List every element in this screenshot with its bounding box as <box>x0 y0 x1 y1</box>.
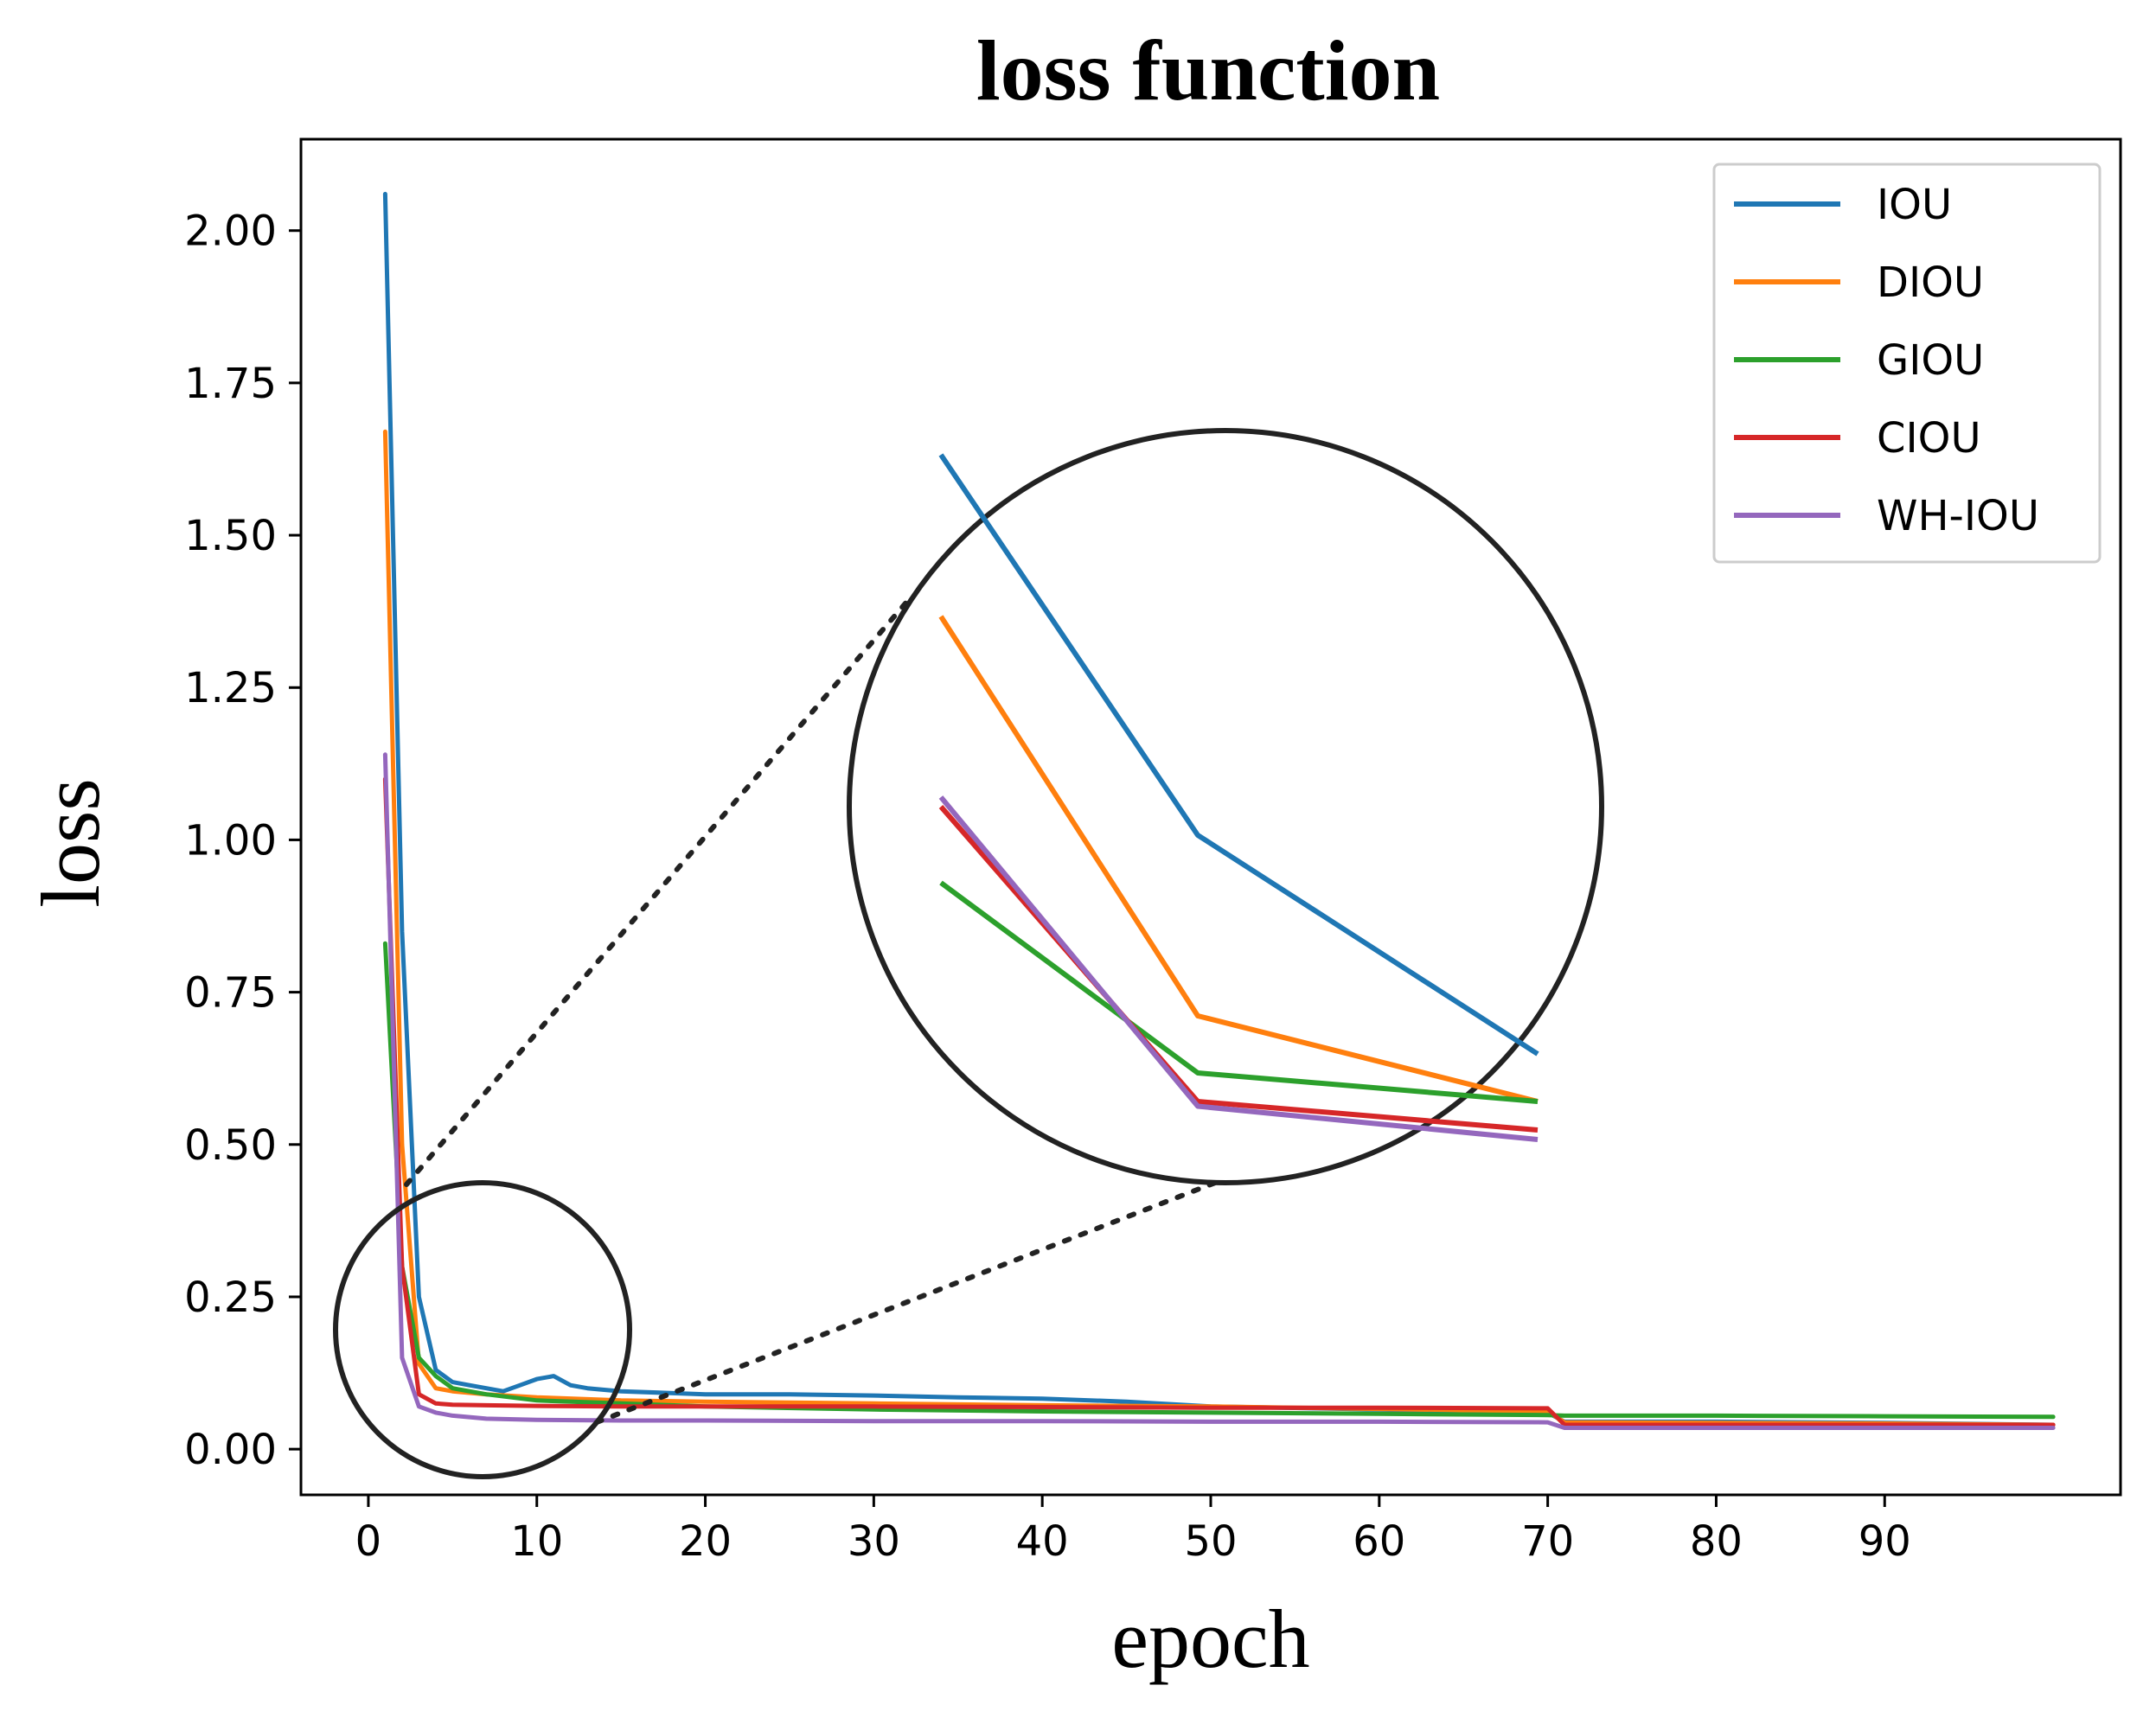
y-tick-label: 2.00 <box>184 207 277 256</box>
series-line-diou <box>382 429 2056 1427</box>
y-tick-label: 0.50 <box>184 1121 277 1170</box>
x-tick-label: 90 <box>1859 1517 1911 1566</box>
series-lines <box>382 191 2056 1430</box>
legend-box <box>1712 163 2102 564</box>
x-tick-label: 80 <box>1690 1517 1743 1566</box>
inset-line-wh-iou <box>938 795 1539 1142</box>
series-line-wh-iou <box>382 752 2056 1430</box>
y-axis-ticks: 0.00 0.25 0.50 0.75 1.00 1.25 1.50 1.75 2.00 <box>184 207 301 1474</box>
zoom-connector-bottom <box>594 1180 1218 1425</box>
x-tick-label: 0 <box>355 1517 382 1566</box>
legend-label: CIOU <box>1877 414 1981 463</box>
y-tick-label: 0.00 <box>184 1426 277 1474</box>
legend-label: GIOU <box>1877 336 1984 385</box>
x-axis-label: epoch <box>1111 1593 1309 1685</box>
x-tick-label: 50 <box>1184 1517 1237 1566</box>
y-tick-label: 1.75 <box>184 360 277 408</box>
y-tick-label: 0.75 <box>184 969 277 1018</box>
inset-line-giou <box>939 880 1539 1104</box>
x-tick-label: 10 <box>510 1517 563 1566</box>
zoom-annotation <box>333 428 1604 1479</box>
y-tick-label: 0.25 <box>184 1274 277 1322</box>
x-tick-label: 40 <box>1016 1517 1069 1566</box>
zoom-connector-top <box>404 596 912 1187</box>
x-tick-label: 20 <box>679 1517 732 1566</box>
x-tick-label: 60 <box>1353 1517 1405 1566</box>
inset-line-diou <box>938 615 1539 1104</box>
inset-line-ciou <box>938 805 1539 1133</box>
zoom-inset-circle <box>847 428 1604 1185</box>
x-tick-label: 70 <box>1521 1517 1574 1566</box>
legend-label: WH-IOU <box>1877 492 2039 540</box>
y-axis-label: loss <box>24 778 117 907</box>
x-tick-label: 30 <box>848 1517 900 1566</box>
x-axis-ticks: 0 10 20 30 40 50 60 70 80 90 <box>355 1495 1911 1566</box>
legend-label: DIOU <box>1877 259 1984 307</box>
series-line-ciou <box>382 776 2056 1427</box>
y-tick-label: 1.25 <box>184 664 277 712</box>
inset-line-iou <box>938 453 1539 1057</box>
zoom-source-circle <box>333 1180 632 1479</box>
y-tick-label: 1.50 <box>184 512 277 560</box>
chart-title: loss function <box>976 22 1440 118</box>
legend: IOU DIOU GIOU CIOU WH-IOU <box>1712 163 2102 564</box>
legend-label: IOU <box>1877 181 1952 229</box>
y-tick-label: 1.00 <box>184 816 277 865</box>
